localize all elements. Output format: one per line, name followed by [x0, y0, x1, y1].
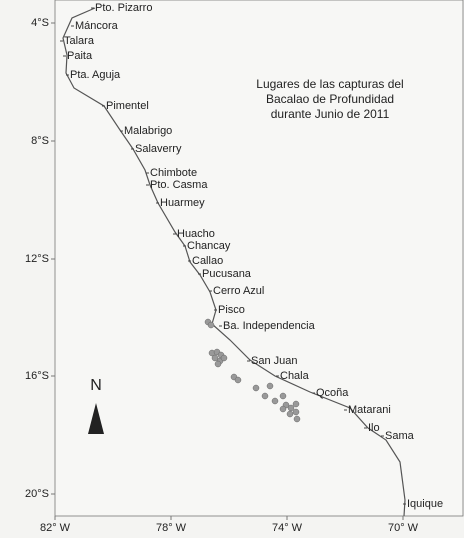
place-label: Pto. Casma — [150, 179, 208, 191]
place-label: Ba. Independencia — [223, 320, 316, 332]
place-label: Callao — [192, 255, 223, 267]
place-label: Chala — [280, 370, 310, 382]
x-tick-label: 70° W — [388, 522, 419, 534]
x-tick-label: 82° W — [40, 522, 71, 534]
place-label: Cerro Azul — [213, 285, 264, 297]
north-arrow — [88, 403, 104, 434]
place-label: Qcoña — [316, 387, 349, 399]
y-tick-label: 20°S — [25, 488, 49, 500]
y-tick-label: 12°S — [25, 253, 49, 265]
place-label: Huacho — [177, 228, 215, 240]
place-label: Chimbote — [150, 167, 197, 179]
place-label: Pta. Aguja — [70, 69, 121, 81]
place-label: Pisco — [218, 304, 245, 316]
map-title: Lugares de las capturas del — [256, 77, 403, 91]
y-tick-label: 16°S — [25, 370, 49, 382]
place-label: Paita — [67, 50, 93, 62]
place-label: Máncora — [75, 20, 119, 32]
place-label: Chancay — [187, 240, 231, 252]
place-label: Pto. Pizarro — [95, 2, 152, 14]
place-label: San Juan — [251, 355, 297, 367]
place-label: Pucusana — [202, 268, 252, 280]
place-label: Talara — [64, 35, 95, 47]
place-label: Huarmey — [160, 197, 205, 209]
map-frame — [54, 0, 464, 517]
place-label: Pimentel — [106, 100, 149, 112]
x-tick-label: 74° W — [272, 522, 303, 534]
map-title: durante Junio de 2011 — [271, 107, 390, 121]
y-tick-label: 4°S — [31, 17, 49, 29]
place-label: Salaverry — [135, 143, 182, 155]
place-label: Matarani — [348, 404, 391, 416]
y-tick-label: 8°S — [31, 135, 49, 147]
place-label: Ilo — [368, 422, 380, 434]
north-label: N — [90, 377, 102, 394]
catch-points — [204, 318, 301, 423]
place-label: Iquique — [407, 498, 443, 510]
coastline — [62, 7, 406, 517]
map-title: Bacalao de Profundidad — [266, 92, 394, 106]
place-label: Sama — [385, 430, 415, 442]
x-tick-label: 78° W — [156, 522, 187, 534]
place-label: Malabrigo — [124, 125, 172, 137]
